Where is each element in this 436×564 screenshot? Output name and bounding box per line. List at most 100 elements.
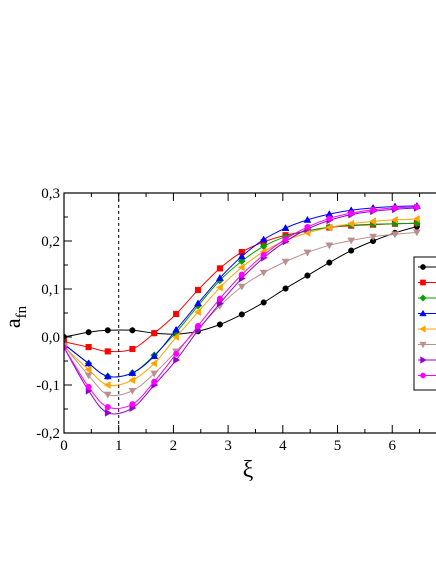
data-point bbox=[172, 325, 181, 333]
data-point bbox=[150, 359, 158, 368]
data-point bbox=[370, 206, 377, 213]
data-point bbox=[104, 408, 112, 417]
data-point bbox=[304, 272, 311, 279]
data-point bbox=[369, 233, 378, 241]
ticks-layer: 0 1 2 3 4 5 6 -0,2 -0,1 0,0 0,1 0,2 0,3 bbox=[36, 186, 421, 454]
series-8 bbox=[64, 203, 420, 411]
data-point bbox=[216, 265, 223, 272]
data-point bbox=[172, 333, 180, 341]
data-point bbox=[85, 383, 92, 390]
legend-entry bbox=[418, 356, 436, 364]
legend-marker bbox=[420, 372, 426, 379]
data-point bbox=[194, 299, 202, 307]
data-point bbox=[194, 322, 202, 330]
data-point bbox=[173, 356, 181, 364]
data-point bbox=[173, 310, 180, 318]
legend-marker bbox=[419, 294, 427, 302]
data-point bbox=[303, 215, 312, 223]
data-point bbox=[217, 299, 224, 308]
data-point bbox=[238, 271, 245, 278]
data-point bbox=[326, 215, 333, 222]
data-point bbox=[85, 329, 92, 336]
data-point bbox=[215, 283, 223, 292]
data-point bbox=[391, 231, 399, 239]
plot-frame bbox=[63, 192, 436, 434]
series-line bbox=[64, 206, 417, 410]
legend bbox=[413, 256, 436, 391]
data-point bbox=[84, 372, 93, 380]
legend-entry bbox=[418, 264, 436, 270]
y-tick-label: 0,2 bbox=[41, 234, 60, 250]
legend-box bbox=[413, 256, 436, 391]
x-axis-label: ξ bbox=[243, 457, 254, 483]
data-point bbox=[260, 299, 267, 306]
data-point bbox=[150, 370, 159, 378]
data-point bbox=[237, 252, 246, 260]
legend-marker bbox=[420, 356, 427, 364]
series-line bbox=[64, 218, 417, 386]
x-tick-label: 5 bbox=[334, 438, 342, 454]
legend-marker bbox=[419, 341, 427, 349]
y-tick-label: 0,3 bbox=[41, 186, 60, 202]
data-point bbox=[194, 308, 201, 316]
y-tick-label: -0,2 bbox=[36, 426, 60, 442]
legend-entry bbox=[418, 309, 436, 317]
data-point bbox=[259, 235, 268, 243]
data-point bbox=[326, 259, 333, 266]
data-point bbox=[150, 352, 159, 360]
data-point bbox=[85, 344, 92, 351]
series-1 bbox=[64, 223, 420, 341]
data-point bbox=[282, 236, 289, 243]
y-axis-label: afn bbox=[0, 305, 30, 328]
y-axis-label-subscript: fn bbox=[14, 305, 30, 318]
y-tick-label: -0,1 bbox=[36, 378, 60, 394]
data-point bbox=[237, 257, 246, 266]
legend-marker bbox=[420, 264, 426, 270]
data-point bbox=[84, 359, 93, 367]
data-point bbox=[260, 251, 267, 258]
series-4 bbox=[64, 201, 421, 380]
x-tick-label: 6 bbox=[388, 438, 396, 454]
data-point bbox=[281, 224, 290, 231]
data-point bbox=[412, 229, 421, 237]
data-point bbox=[325, 223, 333, 232]
data-point bbox=[151, 330, 158, 337]
data-point bbox=[259, 269, 268, 277]
data-point bbox=[128, 376, 136, 385]
data-point bbox=[237, 263, 245, 272]
data-point bbox=[128, 368, 137, 376]
data-point bbox=[216, 295, 223, 302]
series-line bbox=[64, 226, 417, 338]
y-tick-label: 0,0 bbox=[41, 330, 60, 346]
data-point bbox=[348, 247, 355, 254]
data-point bbox=[129, 345, 136, 353]
data-point bbox=[84, 365, 92, 374]
data-point bbox=[391, 204, 399, 211]
series-line bbox=[64, 222, 417, 378]
data-point bbox=[238, 311, 245, 318]
data-point bbox=[104, 327, 111, 334]
series-7 bbox=[64, 203, 421, 417]
x-tick-label: 1 bbox=[115, 438, 123, 454]
y-tick-label: 0,1 bbox=[41, 282, 60, 298]
x-tick-label: 2 bbox=[170, 438, 178, 454]
data-point bbox=[282, 285, 289, 292]
data-point bbox=[412, 214, 420, 223]
data-point bbox=[304, 224, 311, 231]
y-axis-label-main: a bbox=[0, 318, 25, 328]
legend-entry bbox=[418, 325, 436, 333]
data-point bbox=[103, 391, 112, 399]
data-point bbox=[347, 219, 355, 228]
legend-entry bbox=[418, 341, 436, 349]
data-point bbox=[173, 350, 180, 357]
legend-marker bbox=[420, 279, 426, 286]
legend-entry bbox=[418, 279, 436, 286]
data-point bbox=[151, 378, 158, 385]
data-point bbox=[281, 258, 290, 266]
series-5 bbox=[64, 214, 420, 389]
data-point bbox=[325, 242, 334, 250]
data-point bbox=[390, 215, 398, 224]
data-point bbox=[128, 387, 137, 395]
data-point bbox=[194, 286, 202, 294]
